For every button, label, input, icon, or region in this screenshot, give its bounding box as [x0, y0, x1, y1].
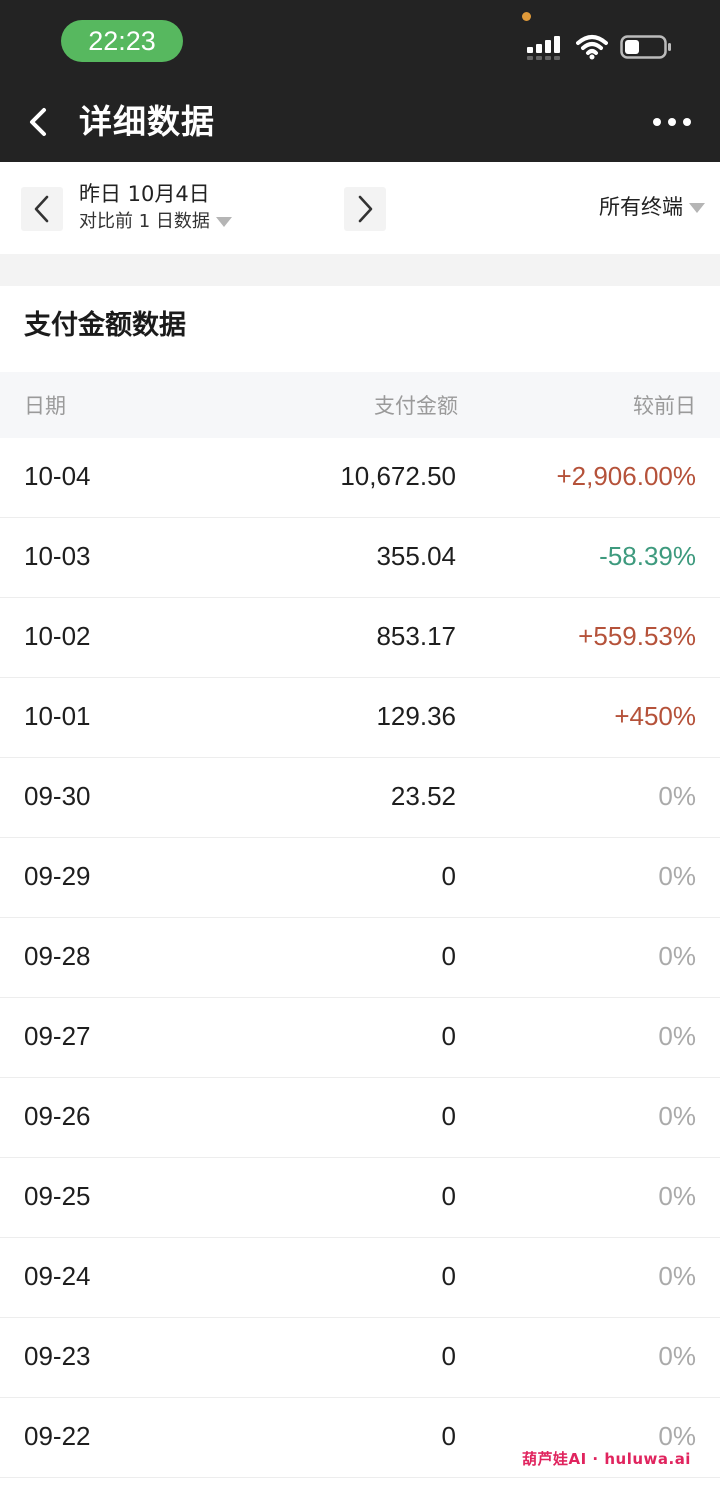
row-compare: +2,906.00% [556, 461, 696, 491]
row-amount: 23.52 [390, 781, 456, 811]
watermark: 葫芦娃AI · huluwa.ai [522, 1450, 691, 1468]
row-compare: 0% [658, 941, 696, 971]
row-amount: 0 [441, 1181, 456, 1211]
dropdown-triangle-icon [689, 203, 705, 213]
row-amount: 0 [441, 1261, 456, 1291]
selected-date: 昨日 10月4日 [79, 182, 210, 206]
header-date: 日期 [24, 394, 66, 418]
table-row: 09-22 0 0% [0, 1398, 720, 1478]
terminal-dropdown[interactable]: 所有终端 [599, 192, 705, 222]
row-amount: 0 [441, 1341, 456, 1371]
battery-icon [620, 35, 671, 59]
table-row: 09-26 0 0% [0, 1078, 720, 1158]
row-amount: 0 [441, 1421, 456, 1451]
previous-day-button[interactable] [21, 187, 63, 231]
row-compare: -58.39% [599, 541, 696, 571]
chevron-right-icon [358, 195, 373, 223]
row-amount: 0 [441, 941, 456, 971]
recording-dot [522, 12, 531, 21]
table-row: 10-04 10,672.50 +2,906.00% [0, 438, 720, 518]
header-amount: 支付金额 [374, 394, 458, 418]
row-date: 10-04 [24, 461, 91, 491]
row-date: 09-28 [24, 941, 91, 971]
row-compare: +559.53% [578, 621, 696, 651]
compare-period-label: 对比前 1 日数据 [79, 211, 210, 232]
row-amount: 0 [441, 1021, 456, 1051]
row-date: 09-22 [24, 1421, 91, 1451]
table-row: 09-25 0 0% [0, 1158, 720, 1238]
table-row: 09-24 0 0% [0, 1238, 720, 1318]
row-date: 09-27 [24, 1021, 91, 1051]
status-time: 22:23 [61, 20, 183, 62]
row-amount: 0 [441, 1101, 456, 1131]
row-date: 10-03 [24, 541, 91, 571]
wifi-icon [576, 35, 608, 60]
dropdown-triangle-icon [215, 217, 232, 227]
table-header: 日期 支付金额 较前日 [0, 372, 720, 438]
row-date: 10-02 [24, 621, 91, 651]
table-row: 09-29 0 0% [0, 838, 720, 918]
row-amount: 853.17 [376, 621, 456, 651]
date-filter-bar: 昨日 10月4日 对比前 1 日数据 所有终端 [0, 162, 720, 254]
row-amount: 355.04 [376, 541, 456, 571]
row-amount: 129.36 [376, 701, 456, 731]
header-compare: 较前日 [633, 394, 696, 418]
terminal-label: 所有终端 [599, 195, 683, 219]
page-title: 详细数据 [79, 102, 215, 141]
row-amount: 10,672.50 [340, 461, 456, 491]
back-button[interactable] [20, 100, 60, 144]
row-compare: 0% [658, 1341, 696, 1371]
table-row: 09-30 23.52 0% [0, 758, 720, 838]
row-compare: +450% [614, 701, 696, 731]
table-row: 09-23 0 0% [0, 1318, 720, 1398]
compare-period-dropdown[interactable]: 对比前 1 日数据 [79, 210, 232, 234]
more-options-button[interactable] [648, 108, 696, 136]
row-date: 09-23 [24, 1341, 91, 1371]
section-divider [0, 254, 720, 286]
table-row: 10-02 853.17 +559.53% [0, 598, 720, 678]
row-compare: 0% [658, 1181, 696, 1211]
row-date: 10-01 [24, 701, 91, 731]
section-title: 支付金额数据 [24, 310, 186, 341]
next-day-button[interactable] [344, 187, 386, 231]
row-amount: 0 [441, 861, 456, 891]
cellular-signal-icon [527, 36, 560, 60]
table-row: 10-01 129.36 +450% [0, 678, 720, 758]
row-date: 09-29 [24, 861, 91, 891]
row-compare: 0% [658, 1421, 696, 1451]
row-compare: 0% [658, 1101, 696, 1131]
chevron-left-icon [34, 195, 49, 223]
row-compare: 0% [658, 1261, 696, 1291]
row-date: 09-30 [24, 781, 91, 811]
data-table: 10-04 10,672.50 +2,906.00% 10-03 355.04 -58.… [0, 438, 720, 1478]
row-compare: 0% [658, 1021, 696, 1051]
top-bar: 22:23 详细数据 [0, 0, 720, 162]
row-date: 09-26 [24, 1101, 91, 1131]
row-compare: 0% [658, 861, 696, 891]
table-row: 09-27 0 0% [0, 998, 720, 1078]
row-date: 09-24 [24, 1261, 91, 1291]
table-row: 10-03 355.04 -58.39% [0, 518, 720, 598]
row-compare: 0% [658, 781, 696, 811]
table-row: 09-28 0 0% [0, 918, 720, 998]
row-date: 09-25 [24, 1181, 91, 1211]
